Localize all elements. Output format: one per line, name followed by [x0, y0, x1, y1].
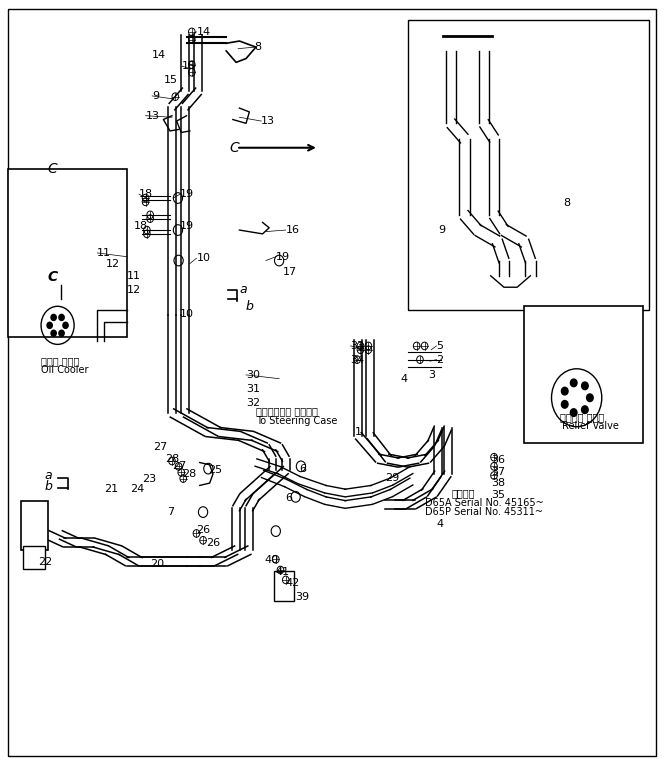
Text: 12: 12 [106, 259, 120, 269]
Text: b: b [44, 480, 52, 493]
Circle shape [570, 409, 577, 416]
Circle shape [562, 401, 568, 409]
Circle shape [562, 387, 568, 395]
Bar [23, 546, 45, 569]
Text: 4: 4 [400, 373, 407, 384]
Text: 18: 18 [139, 189, 153, 199]
Text: 26: 26 [207, 538, 220, 548]
Text: 19: 19 [180, 189, 194, 199]
Text: オイル クーラ: オイル クーラ [41, 356, 80, 366]
Text: 9: 9 [152, 91, 159, 101]
Text: 33: 33 [351, 341, 365, 351]
Text: 20: 20 [150, 559, 164, 569]
Circle shape [582, 382, 588, 389]
Text: 15: 15 [182, 61, 196, 71]
Circle shape [586, 394, 593, 402]
Text: 26: 26 [197, 525, 210, 535]
Text: 4: 4 [436, 519, 444, 529]
Text: a: a [240, 283, 247, 296]
Bar [21, 500, 48, 550]
Text: 24: 24 [130, 484, 145, 494]
Text: 6: 6 [286, 493, 293, 503]
Text: 16: 16 [286, 225, 299, 235]
Text: C: C [48, 162, 57, 176]
Text: C: C [230, 141, 239, 155]
Text: 25: 25 [208, 465, 222, 475]
Text: 8: 8 [254, 42, 262, 52]
Text: 31: 31 [246, 383, 260, 394]
Text: 32: 32 [246, 398, 260, 408]
Circle shape [51, 330, 56, 337]
Text: 41: 41 [276, 567, 290, 577]
Text: 13: 13 [261, 116, 276, 126]
Circle shape [59, 314, 64, 321]
Text: 14: 14 [152, 50, 166, 60]
Text: 12: 12 [127, 285, 141, 295]
Text: 18: 18 [133, 221, 148, 231]
Text: 27: 27 [172, 461, 186, 471]
Text: 6: 6 [299, 464, 306, 474]
Text: 8: 8 [564, 198, 570, 208]
Text: 37: 37 [491, 467, 505, 477]
Text: 29: 29 [385, 473, 399, 483]
Text: 22: 22 [38, 557, 52, 567]
Text: To Steering Case: To Steering Case [256, 415, 337, 425]
Text: 34: 34 [351, 355, 365, 365]
Text: 11: 11 [127, 271, 141, 281]
Text: 19: 19 [180, 221, 194, 231]
Text: 17: 17 [282, 267, 297, 277]
Text: 15: 15 [163, 75, 177, 85]
Text: 28: 28 [165, 454, 180, 464]
Text: D65P Serial No. 45311~: D65P Serial No. 45311~ [424, 507, 542, 517]
Text: C: C [48, 270, 58, 284]
Circle shape [47, 322, 52, 328]
Text: 9: 9 [438, 225, 445, 235]
Circle shape [51, 314, 56, 321]
Text: 19: 19 [276, 252, 290, 262]
Text: 23: 23 [142, 474, 156, 484]
Text: ステアリング ケースへ: ステアリング ケースへ [256, 406, 318, 416]
Text: 42: 42 [286, 578, 300, 588]
Text: 21: 21 [104, 484, 118, 494]
Text: 39: 39 [295, 592, 310, 603]
Text: 27: 27 [153, 442, 168, 452]
Text: 11: 11 [97, 248, 112, 258]
Text: 10: 10 [180, 309, 194, 319]
Bar [274, 571, 294, 601]
Circle shape [59, 330, 64, 337]
Text: 36: 36 [491, 455, 505, 465]
Text: a: a [44, 469, 52, 482]
Text: 38: 38 [491, 478, 505, 488]
Text: 40: 40 [264, 555, 279, 565]
Text: 7: 7 [167, 507, 174, 517]
Text: Relief Valve: Relief Valve [562, 421, 619, 431]
Text: 2: 2 [436, 355, 444, 365]
Bar [408, 21, 649, 310]
Text: 10: 10 [197, 253, 210, 263]
Circle shape [582, 406, 588, 414]
Text: b: b [246, 300, 254, 313]
Text: リリーフ バルブ: リリーフ バルブ [560, 412, 604, 422]
Text: 13: 13 [145, 111, 159, 121]
Text: 14: 14 [197, 27, 210, 37]
Text: 適用号機: 適用号機 [451, 488, 475, 498]
Circle shape [63, 322, 68, 328]
Text: 35: 35 [491, 490, 505, 500]
Circle shape [570, 379, 577, 386]
Text: D65A Serial No. 45165~: D65A Serial No. 45165~ [424, 498, 543, 508]
Text: 3: 3 [428, 370, 435, 380]
Text: 1: 1 [355, 427, 362, 437]
Bar [8, 169, 127, 337]
Text: 30: 30 [246, 370, 260, 380]
Text: 5: 5 [436, 341, 444, 351]
Bar [524, 306, 643, 444]
Text: 28: 28 [182, 469, 196, 479]
Text: Oil Cooler: Oil Cooler [41, 366, 88, 376]
